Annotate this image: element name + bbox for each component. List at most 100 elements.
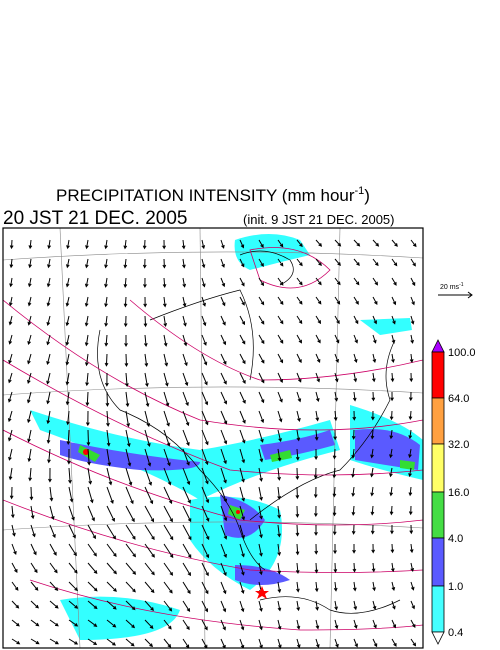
wind-arrow [353, 239, 361, 247]
wind-arrow [106, 486, 114, 504]
precip-extreme [83, 449, 240, 514]
wind-arrow [104, 353, 109, 367]
colorbar-label: 64.0 [448, 393, 469, 405]
wind-arrow [66, 410, 70, 426]
colorbar-over [431, 339, 445, 353]
wind-arrow [27, 372, 32, 384]
wind-arrow [239, 619, 245, 631]
wind-arrow [372, 334, 377, 344]
wind-arrow [125, 448, 132, 467]
wind-arrow [201, 429, 209, 446]
wind-arrow [68, 524, 76, 539]
wind-arrow [47, 448, 51, 464]
wind-arrow [408, 391, 413, 402]
wind-arrow [277, 543, 282, 557]
init-time: (init. 9 JST 21 DEC. 2005) [243, 212, 395, 227]
wind-arrow [201, 258, 206, 269]
wind-arrow [85, 410, 90, 427]
wind-arrow [182, 448, 190, 466]
wind-arrow [201, 562, 209, 577]
wind-arrow [124, 334, 128, 347]
coastline [97, 250, 401, 614]
wind-arrow [68, 600, 79, 609]
wind-arrow [163, 486, 173, 505]
wind-arrow [315, 391, 320, 403]
wind-arrow [410, 315, 415, 325]
wind-arrow [372, 239, 380, 247]
wind-arrow [163, 619, 172, 630]
wind-arrow [8, 296, 13, 307]
wind-arrow [372, 315, 378, 325]
wind-arrow [11, 619, 20, 627]
wind-arrow [372, 619, 377, 629]
wind-arrow [104, 277, 108, 288]
wind-arrow [106, 429, 111, 447]
wind-arrow [277, 334, 284, 344]
wind-arrow [391, 638, 397, 647]
wind-arrow [313, 467, 318, 480]
wind-arrow [314, 524, 318, 536]
wind-arrow [144, 486, 154, 505]
wind-arrow [104, 296, 108, 308]
wind-arrow [239, 296, 245, 306]
wind-arrow [315, 410, 320, 422]
wind-arrow [8, 467, 13, 481]
wind-arrow [334, 638, 339, 648]
wind-arrow [182, 410, 190, 427]
wind-arrow [372, 353, 377, 364]
wind-arrow [144, 448, 152, 467]
wind-arrow [351, 467, 355, 478]
wind-arrow [125, 600, 136, 611]
wind-arrow [27, 353, 32, 365]
wind-arrow [315, 600, 319, 611]
wind-arrow [258, 429, 264, 443]
colorbar-label: 100.0 [448, 347, 476, 359]
wind-arrow [410, 638, 417, 647]
wind-arrow [410, 334, 414, 344]
wind-scale-text: 20 ms [440, 284, 460, 291]
colorbar [431, 339, 445, 645]
wind-arrow [258, 448, 264, 463]
wind-arrow [7, 429, 13, 442]
wind-arrow [315, 638, 320, 648]
wind-arrow [409, 372, 414, 383]
wind-arrow [351, 505, 356, 516]
wind-arrow [239, 353, 246, 365]
wind-arrow [201, 353, 208, 366]
wind-arrow [220, 486, 228, 503]
wind-arrow [372, 277, 379, 286]
wind-arrow [408, 429, 413, 440]
wind-arrow [181, 239, 186, 250]
wind-arrow [258, 543, 263, 557]
wind-arrow [7, 410, 13, 423]
wind-arrow [65, 391, 70, 406]
wind-arrow [68, 562, 78, 574]
wind-arrow [258, 524, 263, 539]
wind-arrow [49, 505, 55, 521]
wind-arrow [182, 277, 187, 288]
wind-arrow [389, 505, 394, 516]
wind-arrow [8, 448, 13, 461]
wind-arrow [49, 524, 56, 539]
map [3, 228, 423, 648]
title-text: PRECIPITATION INTENSITY (mm hour [56, 186, 355, 205]
wind-arrow [182, 334, 188, 347]
wind-arrow [220, 619, 226, 631]
wind-arrow [258, 277, 265, 287]
wind-arrow [391, 581, 396, 591]
wind-arrow [391, 562, 395, 573]
wind-arrow [410, 258, 416, 267]
colorbar-labels: 100.0 64.0 32.0 16.0 4.0 1.0 0.4 [448, 347, 476, 639]
wind-arrow [182, 429, 190, 447]
wind-arrow [295, 543, 300, 556]
wind-arrow [315, 334, 321, 344]
wind-arrow [105, 391, 110, 407]
wind-arrow [144, 467, 152, 486]
wind-arrow [353, 372, 358, 383]
wind-arrow [125, 505, 135, 523]
colorbar-bin [431, 397, 445, 445]
wind-arrow [49, 486, 54, 502]
wind-arrow [410, 619, 416, 629]
wind-arrow [334, 315, 340, 325]
wind-arrow [106, 600, 117, 610]
